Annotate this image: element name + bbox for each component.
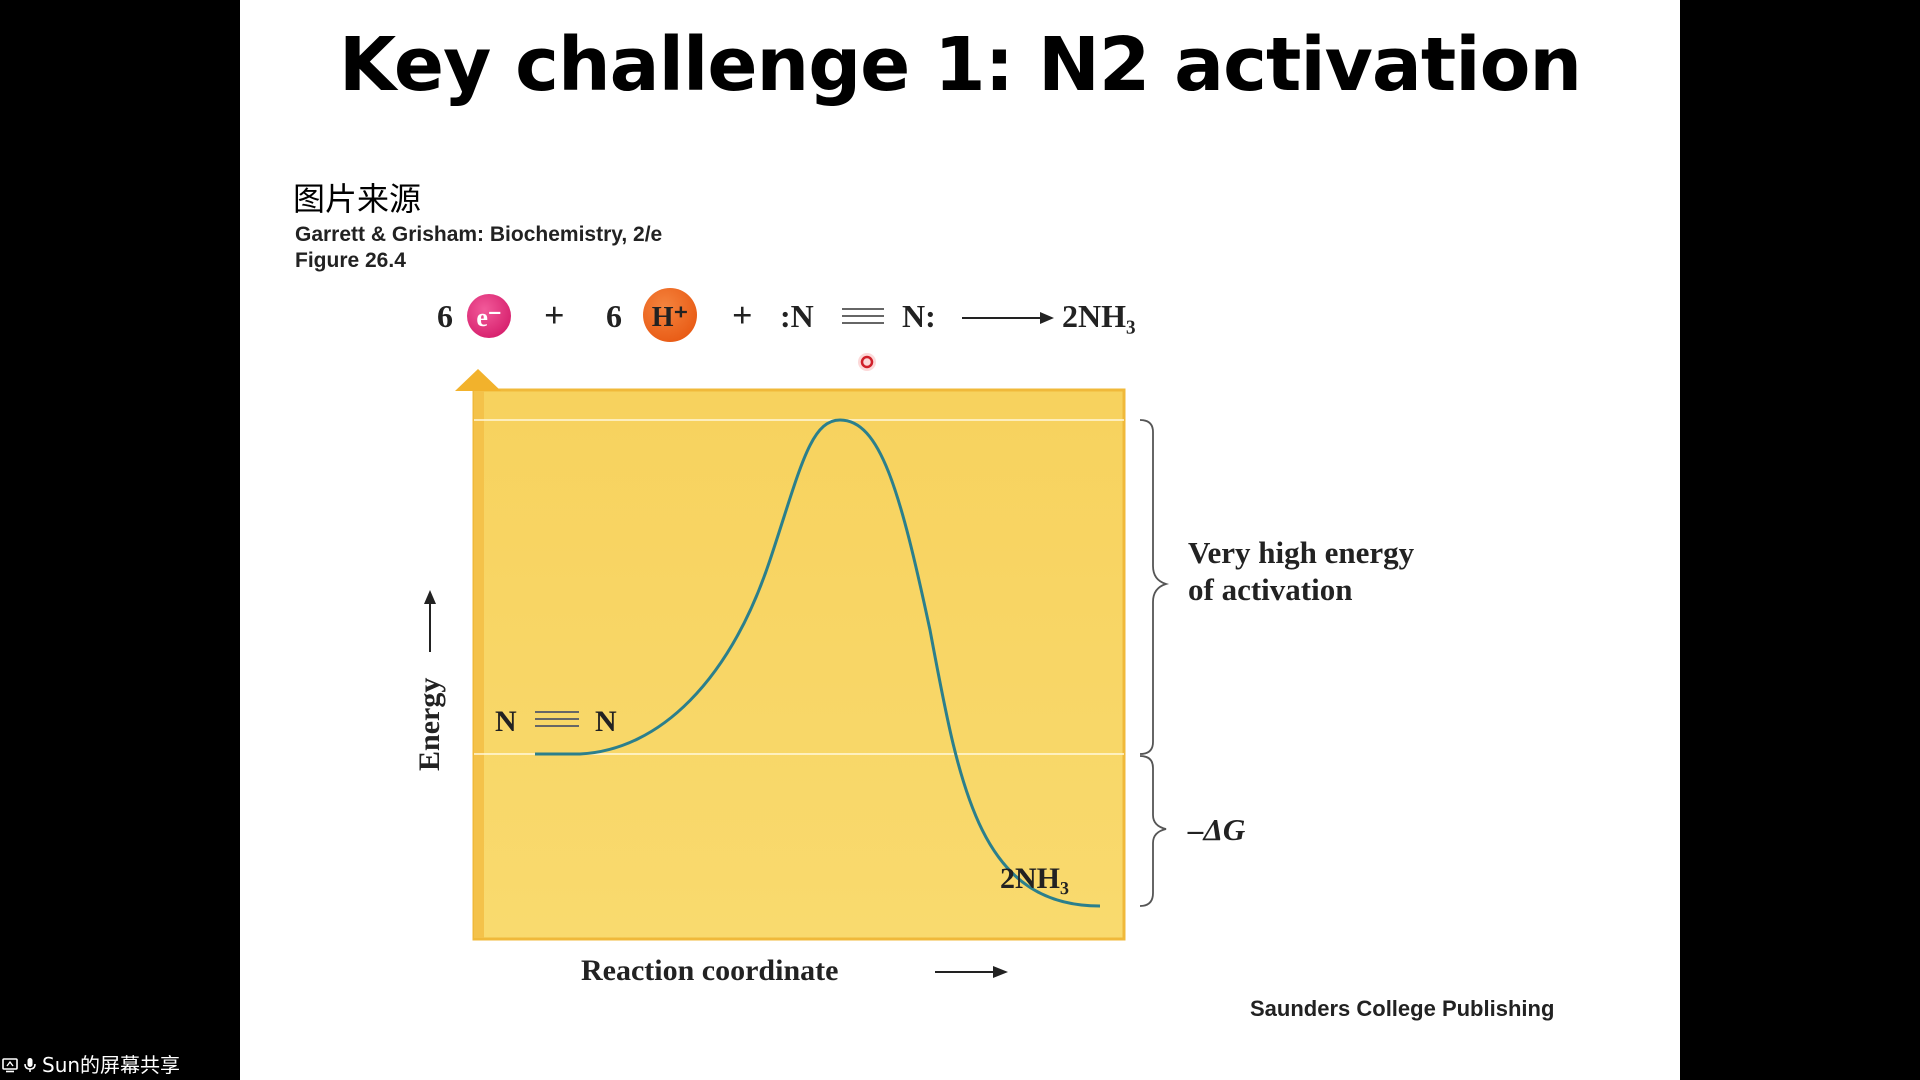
x-axis: Reaction coordinate: [581, 954, 1008, 987]
delta-g-brace: [1139, 755, 1167, 907]
nitrogen-right: N:: [902, 298, 936, 334]
reactant-triple-bond: [535, 711, 579, 727]
product-label: 2NH₃: [1000, 862, 1069, 895]
reactant-label: N N: [495, 705, 617, 738]
activation-brace: [1139, 419, 1170, 755]
electron-coefficient: 6: [437, 298, 453, 334]
panel-arrowhead: [455, 369, 501, 391]
pointer-dot: [858, 353, 876, 371]
plus-sign: +: [732, 295, 753, 335]
screen-share-indicator[interactable]: Sun的屏幕共享: [0, 1050, 242, 1080]
y-axis: Energy Energy: [413, 590, 446, 771]
reactant-n-right: N: [595, 705, 617, 738]
screen-share-label: Sun的屏幕共享: [42, 1053, 181, 1077]
diagram-panel: [474, 390, 1124, 939]
citation-figure: Figure 26.4: [295, 249, 406, 272]
slide-title: Key challenge 1: N2 activation: [338, 22, 1582, 108]
citation-book: Garrett & Grisham: Biochemistry, 2/e: [295, 223, 663, 246]
activation-label-line1: Very high energy: [1188, 535, 1415, 570]
y-axis-label: Energy: [413, 678, 446, 771]
y-axis-arrowhead: [424, 590, 436, 604]
microphone-icon: [24, 1058, 36, 1072]
electron-symbol: e⁻: [476, 303, 501, 332]
reaction-equation: 6 e⁻ + 6 H⁺ + :N N: 2NH₃: [437, 288, 1136, 342]
source-label: 图片来源: [293, 180, 422, 218]
plus-sign: +: [544, 295, 565, 335]
delta-g-label: –ΔG: [1187, 812, 1246, 847]
product-formula: 2NH₃: [1062, 298, 1136, 334]
triple-bond: [842, 308, 884, 324]
slide: Key challenge 1: N2 activation 图片来源 Garr…: [240, 0, 1680, 1080]
x-axis-arrowhead: [993, 966, 1008, 978]
proton-symbol: H⁺: [652, 302, 689, 333]
panel-left-edge: [474, 391, 484, 938]
electron-badge: [467, 294, 511, 338]
reactant-n-left: N: [495, 705, 517, 738]
proton-coefficient: 6: [606, 298, 622, 334]
proton-badge: [643, 288, 697, 342]
nitrogen-left: :N: [780, 298, 814, 334]
reaction-arrow: [962, 312, 1054, 324]
x-axis-label: Reaction coordinate: [581, 954, 838, 987]
publisher-credit: Saunders College Publishing: [1250, 996, 1555, 1021]
activation-label-line2: of activation: [1188, 572, 1352, 607]
energy-diagram: 6 e⁻ + 6 H⁺ + :N N: 2NH₃: [413, 288, 1415, 987]
energy-curve: [535, 418, 1101, 908]
screen-share-icon: [2, 1058, 18, 1073]
